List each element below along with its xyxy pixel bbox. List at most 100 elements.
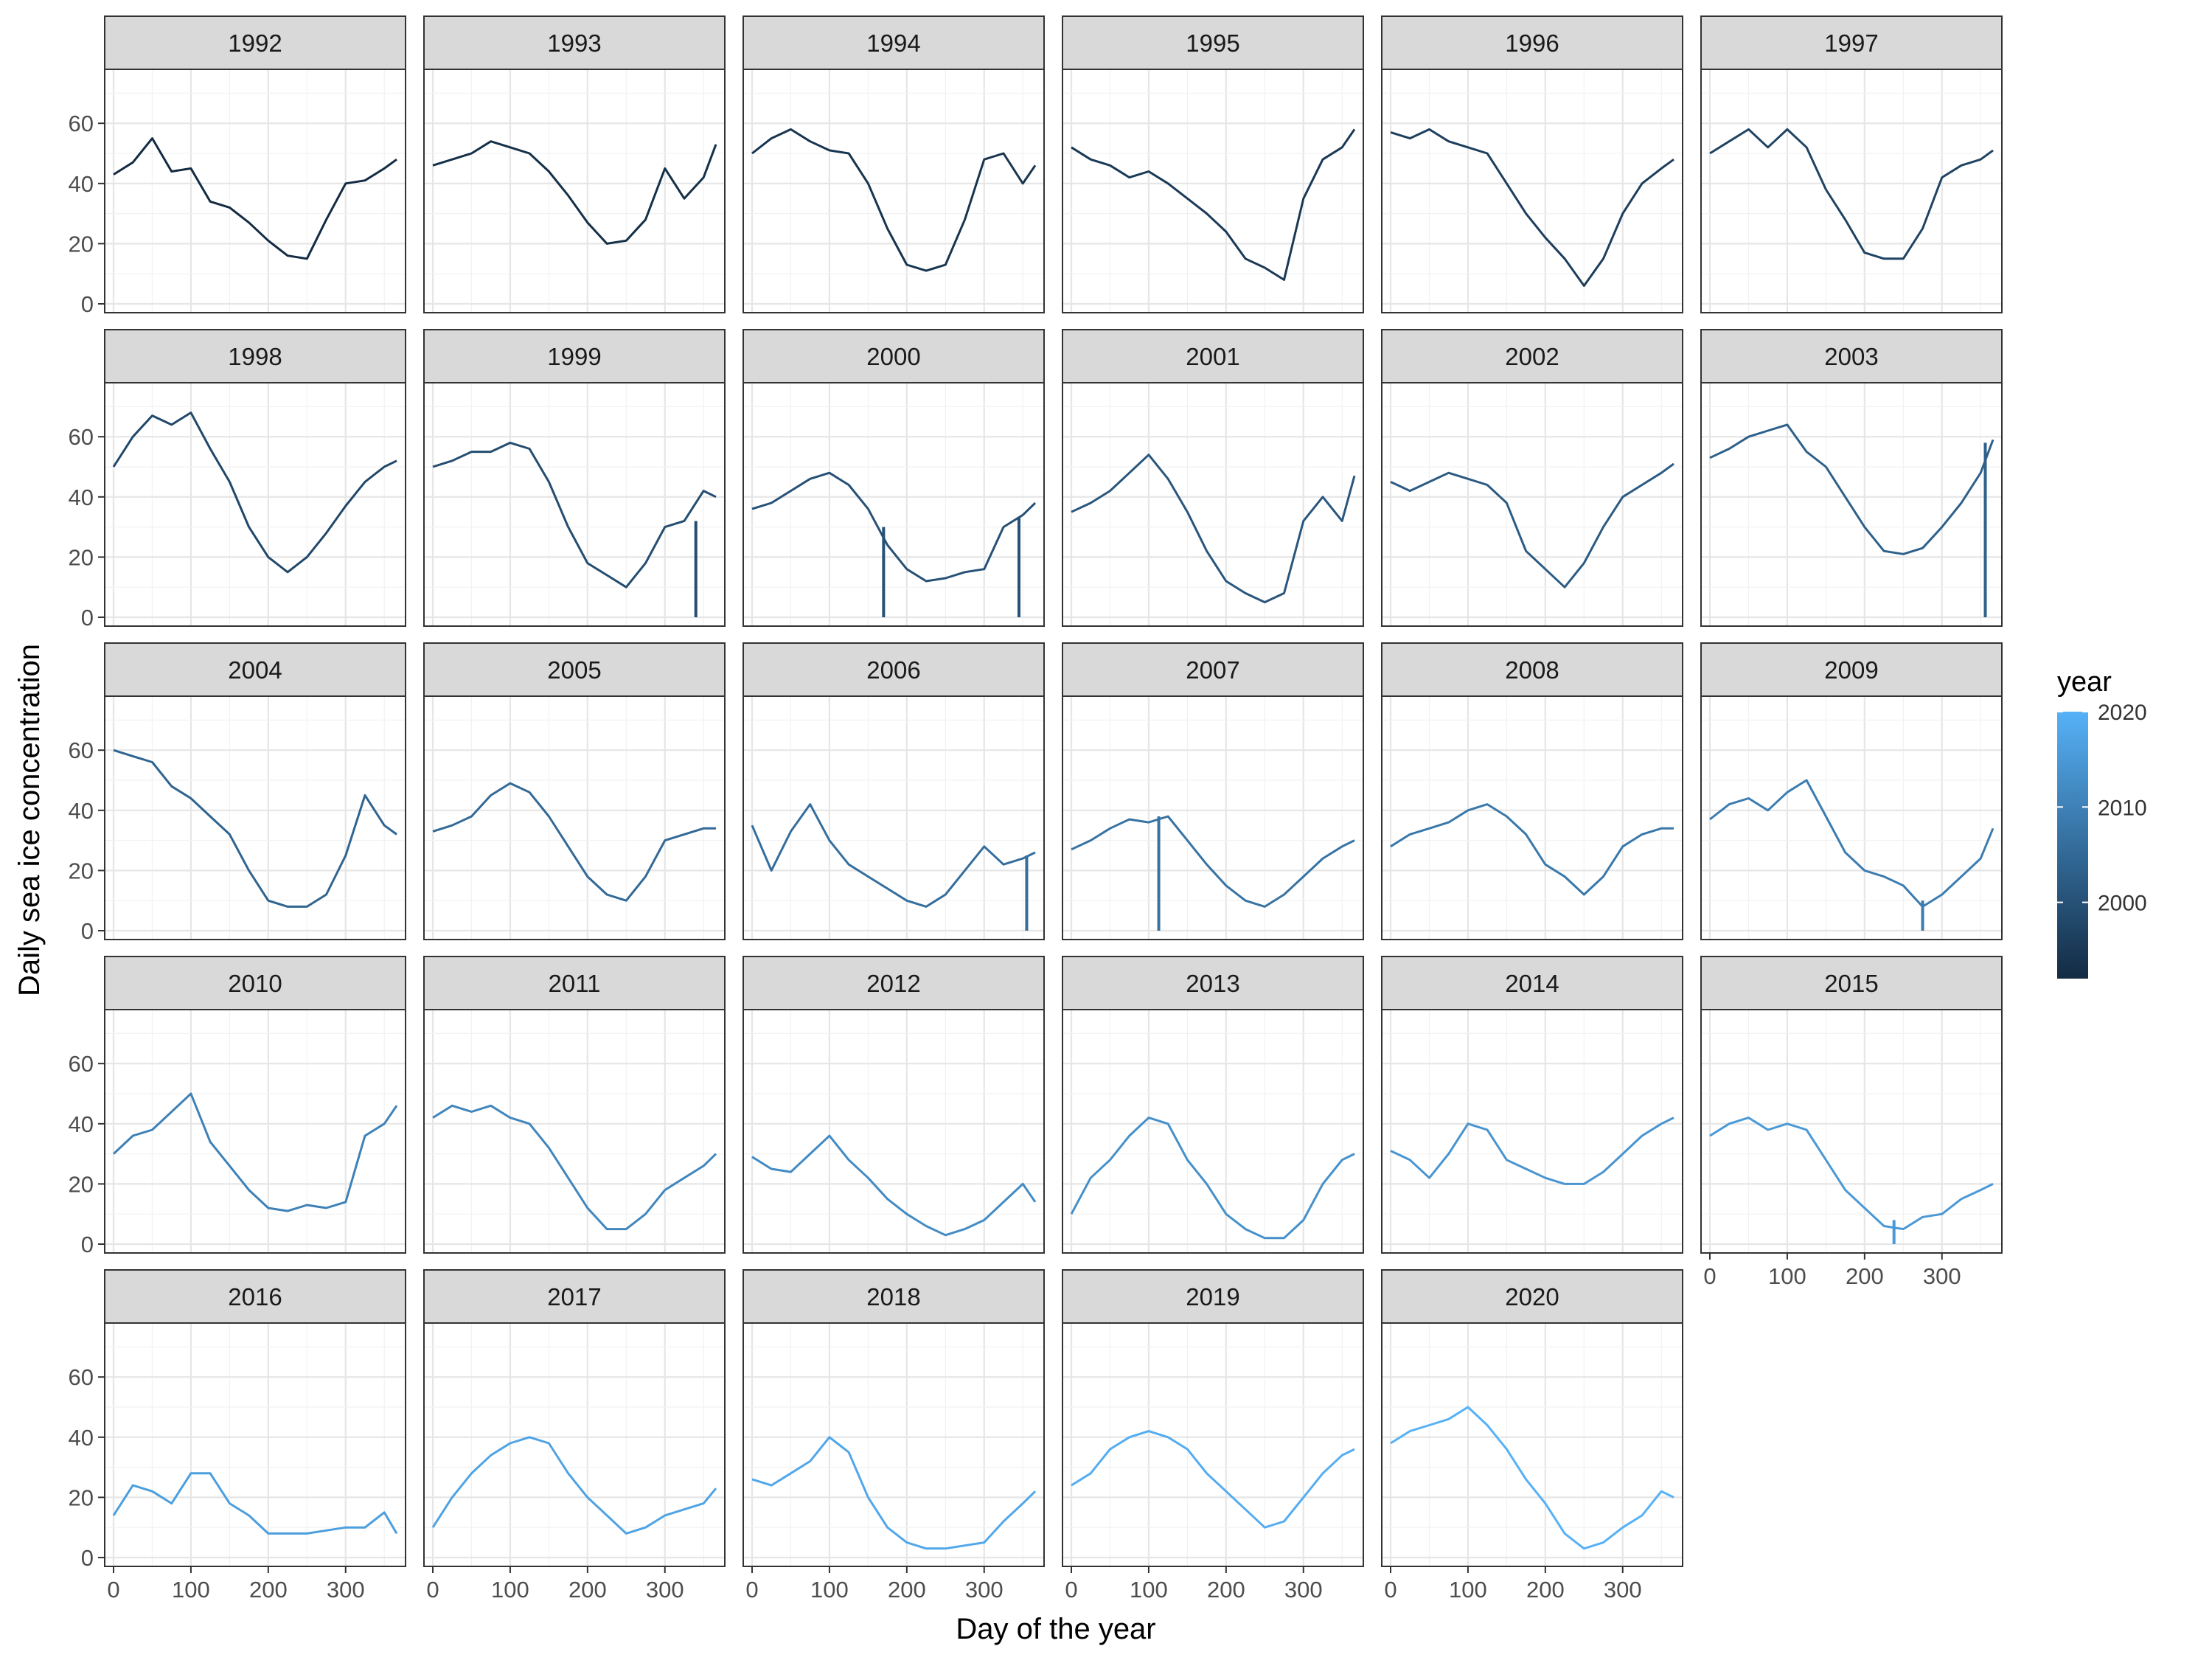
- x-tick-label: 300: [1923, 1263, 1961, 1289]
- x-tick-label: 200: [249, 1577, 288, 1603]
- facet-panel-2008: 2008: [1381, 642, 1683, 940]
- panel-border: [104, 695, 406, 940]
- y-tick-label: 40: [69, 798, 94, 824]
- facet-strip: [104, 15, 406, 70]
- facet-strip: [104, 956, 406, 1010]
- facet-panel-2003: 2003: [1700, 329, 2003, 627]
- facet-strip-label: 1997: [1824, 29, 1878, 57]
- panel-border: [104, 1322, 406, 1567]
- series-line-1999: [432, 441, 717, 589]
- series-line-2020: [1390, 1406, 1674, 1550]
- facet-strip: [104, 642, 406, 697]
- series-line-2018: [751, 1436, 1037, 1550]
- panel-background: [743, 1010, 1044, 1253]
- facet-strip: [1062, 956, 1364, 1010]
- legend-title: year: [2057, 667, 2112, 698]
- facet-strip: [423, 15, 726, 70]
- facet-strip-label: 2014: [1505, 970, 1559, 997]
- y-tick-label: 0: [81, 291, 94, 317]
- facet-strip: [742, 15, 1045, 70]
- panel-background: [424, 696, 725, 940]
- panel-background: [424, 1323, 725, 1566]
- facet-panel-2004: 2004 0 20 40 60: [69, 642, 406, 944]
- x-tick-label: 300: [327, 1577, 365, 1603]
- panel-border: [1381, 69, 1683, 313]
- facet-panel-1998: 1998 0 20 40 60: [69, 329, 406, 631]
- facet-panel-2010: 2010 0 20 40 60: [69, 956, 406, 1257]
- facet-strip-label: 2012: [866, 970, 920, 997]
- facet-panel-2017: 2017 0 100 200 300: [423, 1269, 726, 1603]
- panel-background: [1701, 696, 2002, 940]
- facet-strip: [1062, 1269, 1364, 1324]
- panel-background: [1062, 69, 1363, 313]
- series-line-2012: [751, 1134, 1037, 1237]
- facet-strip-label: 2013: [1186, 970, 1239, 997]
- panel-background: [105, 69, 406, 313]
- facet-strip-label: 1995: [1186, 29, 1239, 57]
- facet-strip-label: 2006: [866, 656, 920, 684]
- panel-border: [742, 1322, 1045, 1567]
- series-line-2007: [1071, 815, 1355, 908]
- panel-border: [104, 69, 406, 313]
- series-line-1992: [113, 137, 397, 260]
- panel-background: [1062, 1323, 1363, 1566]
- series-line-2005: [432, 782, 716, 902]
- panel-border: [423, 69, 726, 313]
- facet-strip: [1062, 642, 1364, 697]
- panel-border: [1381, 382, 1683, 627]
- facet-strip: [742, 956, 1045, 1010]
- facet-strip: [423, 1269, 726, 1324]
- series-line-2010: [112, 1092, 398, 1212]
- y-tick-label: 60: [69, 111, 94, 136]
- facet-panel-2006: 2006: [742, 642, 1045, 940]
- facet-panel-2016: 2016 0 20 40 60 0 100 200 300: [69, 1269, 406, 1603]
- panel-background: [105, 696, 406, 940]
- facet-panel-2005: 2005: [423, 642, 726, 940]
- panel-background: [1062, 696, 1363, 940]
- x-tick-label: 200: [1207, 1577, 1245, 1603]
- facet-strip: [423, 329, 726, 383]
- x-tick-label: 0: [1703, 1263, 1716, 1289]
- x-tick-label: 300: [646, 1577, 684, 1603]
- legend: year 2000 2010 2020: [2057, 667, 2147, 979]
- panel-border: [1700, 695, 2003, 940]
- panel-background: [1382, 1010, 1683, 1253]
- x-tick-label: 0: [1384, 1577, 1397, 1603]
- facet-strip-label: 2020: [1505, 1283, 1559, 1310]
- series-line-1994: [751, 128, 1037, 272]
- facet-strip-label: 1994: [866, 29, 920, 57]
- panel-background: [424, 1010, 725, 1253]
- panel-background: [1062, 383, 1363, 626]
- facet-panel-2001: 2001: [1062, 329, 1364, 627]
- facet-strip-label: 2018: [866, 1283, 920, 1310]
- y-tick-label: 20: [69, 1171, 94, 1197]
- panel-border: [104, 1009, 406, 1254]
- panel-border: [742, 695, 1045, 940]
- x-tick-label: 100: [172, 1577, 210, 1603]
- panel-background: [105, 383, 406, 626]
- y-tick-label: 40: [69, 1111, 94, 1137]
- x-tick-label: 0: [745, 1577, 758, 1603]
- facet-strip: [1381, 329, 1683, 383]
- panel-border: [1700, 1009, 2003, 1254]
- facet-panel-2014: 2014: [1381, 956, 1683, 1254]
- series-line-2002: [1390, 462, 1674, 589]
- legend-ticks: 2000 2010 2020: [2057, 701, 2147, 916]
- facet-strip-label: 1996: [1505, 29, 1559, 57]
- facet-panel-1999: 1999: [423, 329, 726, 627]
- panel-border: [423, 695, 726, 940]
- y-tick-label: 40: [69, 171, 94, 197]
- panel-border: [1062, 1009, 1364, 1254]
- x-axis-label: Day of the year: [956, 1613, 1155, 1645]
- panel-border: [1381, 1322, 1683, 1567]
- y-tick-label: 20: [69, 544, 94, 570]
- panel-background: [1382, 696, 1683, 940]
- x-tick-label: 100: [1130, 1577, 1168, 1603]
- facet-panel-2019: 2019 0 100 200 300: [1062, 1269, 1364, 1603]
- facet-strip-label: 2011: [549, 970, 601, 997]
- series-line-2013: [1070, 1117, 1355, 1240]
- y-tick-label: 0: [81, 1232, 94, 1257]
- series-line-2000: [751, 471, 1037, 583]
- facet-panels: 1992 0 20 40 60 1993 1994 1995 1996 1997 1998 0 20 40…: [69, 15, 2003, 1603]
- facet-strip: [1062, 329, 1364, 383]
